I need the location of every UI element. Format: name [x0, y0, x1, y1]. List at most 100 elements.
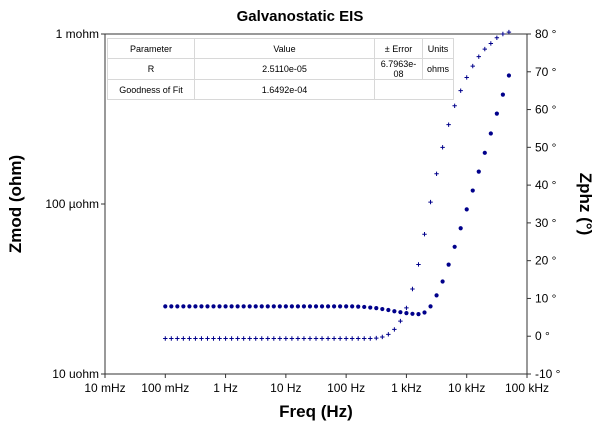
y2-tick-label: 40 °	[535, 178, 557, 192]
zmod-point	[217, 304, 222, 309]
zmod-point	[338, 304, 343, 309]
zphz-point	[362, 336, 367, 341]
y2-tick-label: 20 °	[535, 254, 557, 268]
zphz-point	[464, 75, 469, 80]
zphz-point	[217, 336, 222, 341]
zphz-point	[343, 336, 349, 341]
zmod-point	[277, 304, 282, 309]
zphz-point	[422, 232, 427, 237]
zmod-point	[265, 304, 270, 309]
chart-title: Galvanostatic EIS	[237, 8, 364, 25]
zphz-point	[374, 335, 379, 341]
zphz-point	[325, 336, 331, 341]
zmod-point	[380, 306, 385, 312]
zphz-point	[337, 336, 343, 341]
x-tick-label: 100 mHz	[141, 381, 189, 395]
zphz-series	[163, 29, 512, 341]
zmod-point	[386, 307, 391, 313]
zphz-point	[199, 336, 204, 341]
y-axis-right-title: Zphz (°)	[576, 173, 595, 236]
zmod-point	[356, 304, 361, 309]
y2-tick-label: 0 °	[535, 329, 550, 343]
y2-tick-label: 50 °	[535, 140, 557, 154]
zphz-point	[356, 336, 361, 341]
zmod-point	[247, 304, 252, 309]
zmod-point	[422, 310, 427, 315]
y-axis-right: -10 ° 0 ° 10 ° 20 ° 30 ° 40 ° 50 ° 60 ° 70 ° 80 °	[527, 27, 561, 381]
zmod-point	[350, 304, 355, 309]
x-tick-label: 1 Hz	[213, 381, 238, 395]
zmod-point	[434, 293, 439, 298]
x-axis: 10 mHz 100 mHz 1 Hz 10 Hz 100 Hz 1 kHz 10 kHz 1…	[84, 374, 549, 395]
zmod-point	[500, 92, 505, 97]
zmod-point	[313, 304, 319, 309]
zmod-series	[163, 73, 512, 317]
zmod-point	[416, 312, 421, 317]
y-axis-left-title: Zmod (ohm)	[6, 155, 25, 253]
zphz-point	[271, 336, 277, 341]
zphz-point	[277, 336, 283, 341]
zphz-point	[247, 336, 252, 341]
zphz-point	[295, 336, 301, 341]
param-error: 6.7963e-08	[374, 58, 423, 80]
zmod-point	[494, 111, 499, 116]
zphz-point	[404, 305, 409, 311]
zmod-point	[506, 73, 512, 78]
fit-table-header: Parameter Value ± Error Units	[107, 38, 455, 59]
zphz-point	[386, 332, 391, 337]
zphz-point	[205, 336, 210, 341]
fit-table-gof-row: Goodness of Fit 1.6492e-04	[107, 79, 455, 100]
zmod-point	[289, 304, 294, 309]
param-value: 2.5110e-05	[194, 58, 375, 80]
zphz-point	[211, 336, 216, 341]
zphz-point	[380, 334, 385, 340]
zphz-point	[241, 336, 246, 341]
zphz-point	[500, 31, 506, 37]
header-value: Value	[194, 38, 375, 59]
zmod-point	[229, 304, 234, 309]
zmod-point	[325, 304, 331, 309]
zmod-point	[235, 304, 240, 309]
gof-label: Goodness of Fit	[107, 79, 195, 100]
zmod-point	[223, 304, 228, 309]
y2-tick-label: 60 °	[535, 103, 557, 117]
zphz-point	[229, 336, 234, 341]
zmod-point	[331, 304, 337, 309]
zmod-point	[476, 169, 481, 174]
zmod-point	[440, 279, 445, 284]
y-tick-label: 1 mohm	[56, 27, 99, 41]
zmod-point	[410, 311, 415, 316]
zphz-point	[187, 336, 192, 341]
x-tick-label: 100 kHz	[505, 381, 549, 395]
zmod-point	[259, 304, 264, 309]
zphz-point	[283, 336, 289, 341]
gof-empty-cell	[373, 79, 455, 100]
x-tick-label: 100 Hz	[327, 381, 365, 395]
zmod-point	[211, 304, 216, 309]
zmod-point	[283, 304, 288, 309]
zphz-point	[319, 336, 325, 341]
header-error: ± Error	[374, 38, 423, 59]
zphz-point	[301, 336, 307, 341]
x-tick-label: 10 Hz	[270, 381, 301, 395]
zmod-point	[271, 304, 276, 309]
zphz-point	[253, 336, 258, 341]
zmod-point	[193, 304, 198, 309]
zmod-point	[319, 304, 325, 309]
y-tick-label: 10 uohm	[52, 367, 99, 381]
zmod-point	[199, 304, 204, 309]
zphz-point	[331, 336, 337, 341]
y2-tick-label: 30 °	[535, 216, 557, 230]
zphz-point	[265, 336, 270, 341]
zphz-point	[482, 46, 487, 52]
zmod-point	[398, 310, 403, 315]
zmod-point	[452, 244, 457, 249]
zmod-point	[362, 304, 367, 310]
zmod-point	[374, 306, 379, 311]
zmod-point	[482, 150, 487, 155]
zphz-point	[470, 63, 475, 69]
zmod-point	[241, 304, 246, 309]
zmod-point	[295, 304, 301, 309]
zmod-point	[307, 304, 313, 309]
x-tick-label: 1 kHz	[391, 381, 422, 395]
